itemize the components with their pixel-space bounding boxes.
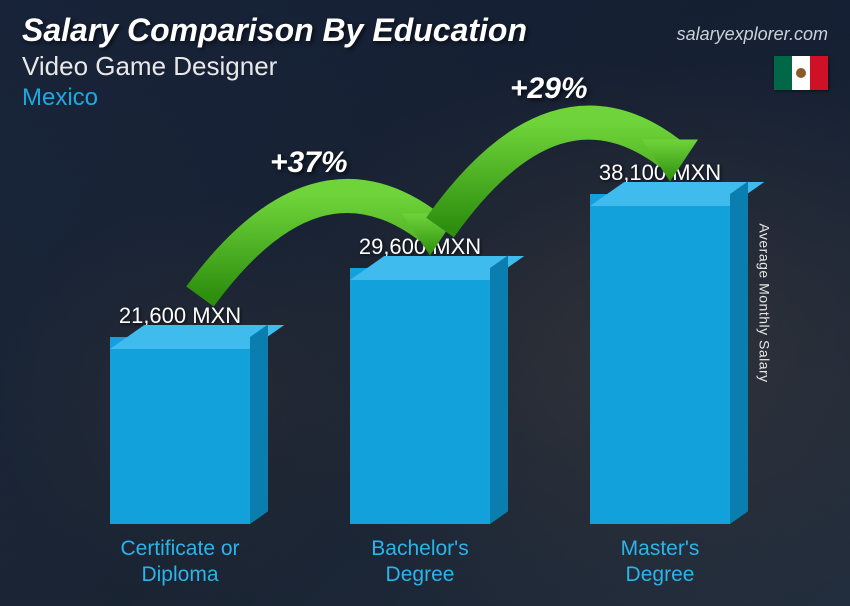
- mexico-flag-icon: [774, 56, 828, 90]
- percent-increase-label: +29%: [510, 72, 588, 106]
- bar: [350, 268, 490, 524]
- watermark-text: salaryexplorer.com: [677, 24, 828, 45]
- bar-category-label: Master's Degree: [621, 536, 700, 589]
- bar-category-label: Certificate or Diploma: [120, 536, 239, 589]
- bar: [110, 337, 250, 524]
- bar: [590, 194, 730, 524]
- bar-group: 21,600 MXNCertificate or Diploma: [60, 303, 300, 589]
- bar-chart: 21,600 MXNCertificate or Diploma29,600 M…: [60, 140, 780, 588]
- bar-group: 38,100 MXNMaster's Degree: [540, 160, 780, 589]
- percent-increase-label: +37%: [270, 146, 348, 180]
- bar-category-label: Bachelor's Degree: [371, 536, 468, 589]
- chart-country: Mexico: [22, 84, 828, 112]
- bar-group: 29,600 MXNBachelor's Degree: [300, 234, 540, 589]
- chart-subtitle: Video Game Designer: [22, 51, 828, 82]
